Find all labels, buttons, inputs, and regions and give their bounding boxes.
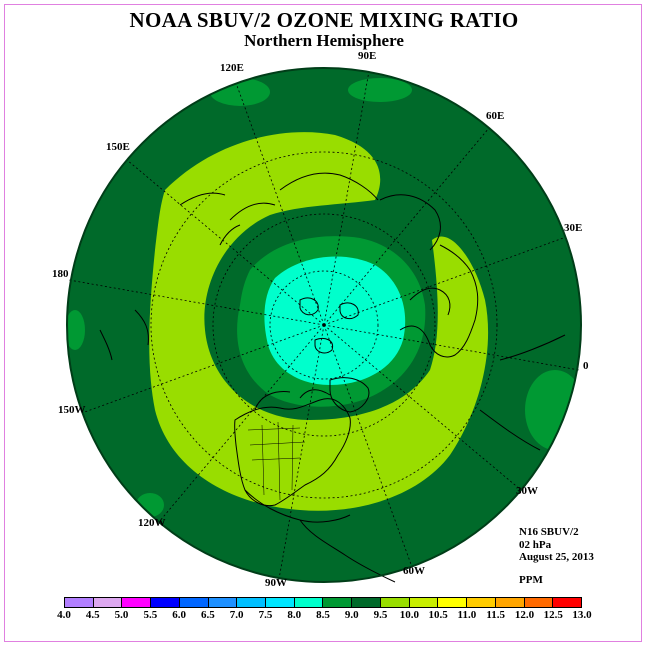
coast-alaska: [179, 192, 226, 206]
colorbar-tick-label: 9.5: [373, 609, 388, 621]
colorbar-segment: [237, 598, 267, 607]
colorbar-segment: [122, 598, 152, 607]
coastlines: [99, 172, 566, 583]
lon-label-30e: 30E: [564, 222, 583, 234]
colorbar-segment: [208, 598, 238, 607]
colorbar-tick-label: 11.5: [486, 609, 505, 621]
colorbar-segment: [294, 598, 324, 607]
colorbar-tick-label: 6.0: [172, 609, 186, 621]
lon-label-90e: 90E: [358, 50, 377, 62]
lon-label-120e: 120E: [220, 62, 244, 74]
lon-label-60e: 60E: [486, 110, 505, 122]
colorbar-segment: [380, 598, 410, 607]
ozone-level-7_5-8_0: [264, 256, 406, 385]
colorbar-segment: [323, 598, 353, 607]
coast-gulf: [244, 489, 351, 523]
units-label: PPM: [519, 574, 543, 586]
colorbar-segment: [409, 598, 439, 607]
coast-africa: [479, 334, 566, 451]
colorbar-tick-label: 8.0: [287, 609, 302, 621]
lon-label-60w: 60W: [403, 565, 425, 577]
coast-scandinavia: [409, 287, 451, 316]
coast-kamchatka: [219, 202, 276, 246]
colorbar-segment: [524, 598, 554, 607]
coast-greenland: [329, 377, 370, 413]
colorbar-tick-label: 10.0: [399, 609, 419, 621]
colorbar-segment: [65, 598, 94, 607]
colorbar-tick-label: 11.0: [457, 609, 477, 621]
figure-frame: [4, 4, 642, 642]
colorbar-tick-label: 10.5: [428, 609, 448, 621]
colorbar: [64, 597, 582, 608]
date-label: August 25, 2013: [519, 551, 594, 563]
lon-label-90w: 90W: [265, 577, 287, 589]
colorbar-tick-label: 4.0: [57, 609, 71, 621]
ozone-patch: [348, 78, 412, 102]
lon-label-150e: 150E: [106, 141, 130, 153]
colorbar-tick-label: 5.0: [114, 609, 129, 621]
lon-label-150w: 150W: [58, 404, 86, 416]
pressure-level-label: 02 hPa: [519, 538, 552, 551]
globe-outline: [66, 67, 582, 583]
instrument-label: N16 SBUV/2: [519, 526, 579, 538]
latitude-circle: [150, 151, 498, 499]
colorbar-segment: [495, 598, 525, 607]
colorbar-tick-label: 12.5: [543, 609, 563, 621]
colorbar-tick-label: 4.5: [85, 609, 100, 621]
ozone-patch: [67, 310, 85, 350]
map-subtitle: Northern Hemisphere: [244, 31, 404, 50]
colorbar-segment: [467, 598, 496, 607]
colorbar-segment: [553, 598, 581, 607]
lon-label-30w: 30W: [516, 485, 538, 497]
info-block: N16 SBUV/2 02 hPa August 25, 2013: [519, 526, 594, 564]
graticule: [68, 70, 580, 580]
colorbar-labels: 4.0 4.5 5.0 5.5 6.0 6.5 7.0 7.5 8.0 8.5 9.0 9.5 10.0…: [0, 609, 648, 623]
latitude-circle: [212, 213, 436, 437]
map-title: NOAA SBUV/2 OZONE MIXING RATIO: [129, 8, 519, 32]
colorbar-segment: [266, 598, 295, 607]
colorbar-tick-label: 12.0: [514, 609, 535, 621]
latitude-circle: [269, 270, 379, 380]
ozone-level-9_0-9_5: [149, 132, 489, 511]
state-borders: [247, 421, 306, 501]
colorbar-tick-label: 7.0: [229, 609, 244, 621]
coast-pacific-islands: [99, 309, 149, 361]
colorbar-segment: [352, 598, 381, 607]
colorbar-tick-label: 9.0: [344, 609, 359, 621]
lon-label-180: 180: [52, 268, 69, 280]
lon-label-120w: 120W: [138, 517, 166, 529]
colorbar-segment: [93, 598, 123, 607]
colorbar-segment: [151, 598, 180, 607]
coast-europe: [399, 244, 479, 358]
coast-hudson: [254, 389, 331, 411]
colorbar-tick-label: 5.5: [143, 609, 158, 621]
coast-north-america: [234, 398, 351, 507]
colorbar-tick-label: 6.5: [201, 609, 215, 621]
lon-label-0: 0: [583, 360, 589, 372]
colorbar-tick-label: 8.5: [316, 609, 330, 621]
colorbar-segment: [438, 598, 468, 607]
coast-siberia: [279, 172, 441, 251]
colorbar-segment: [179, 598, 209, 607]
coast-arctic-islands: [299, 297, 359, 354]
colorbar-tick-label: 13.0: [572, 609, 592, 621]
colorbar-tick-label: 7.5: [258, 609, 273, 621]
